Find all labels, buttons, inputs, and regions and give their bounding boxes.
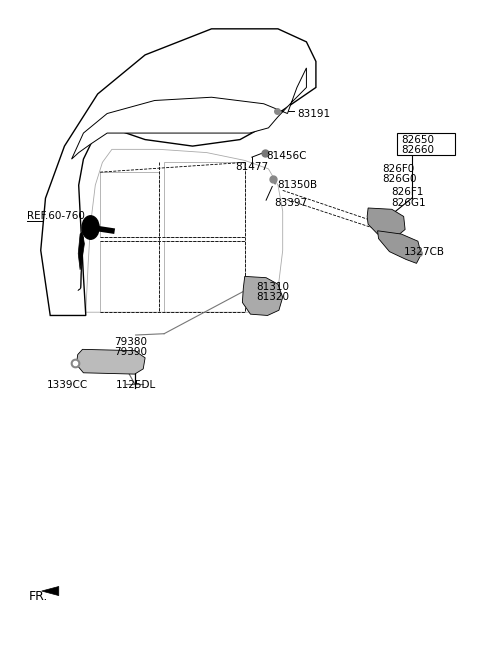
Text: 79390: 79390 [114,347,147,357]
Text: 826G1: 826G1 [391,198,425,208]
Circle shape [82,215,99,239]
Text: 82650: 82650 [401,135,434,145]
Text: 1339CC: 1339CC [47,380,88,390]
Text: 83397: 83397 [274,198,307,208]
Polygon shape [378,231,421,263]
Polygon shape [42,587,59,596]
Text: FR.: FR. [29,591,48,603]
Text: 81477: 81477 [235,162,268,172]
Polygon shape [41,29,316,315]
Polygon shape [242,277,283,315]
Text: 79380: 79380 [114,336,147,346]
Polygon shape [76,350,145,374]
Text: 83191: 83191 [297,108,330,118]
FancyBboxPatch shape [396,133,456,155]
Polygon shape [78,232,84,270]
Text: REF.60-760: REF.60-760 [27,212,85,221]
Polygon shape [78,236,84,290]
Text: 81350B: 81350B [277,180,317,190]
Text: 81320: 81320 [257,292,289,302]
Polygon shape [367,208,405,237]
Text: 1327CB: 1327CB [404,246,444,257]
Polygon shape [72,68,306,159]
Text: 81310: 81310 [257,283,289,292]
Text: 1125DL: 1125DL [116,380,156,390]
Text: 826G0: 826G0 [383,174,417,185]
Text: 81456C: 81456C [266,151,307,161]
Text: 826F0: 826F0 [383,164,415,174]
Text: 82660: 82660 [401,145,434,155]
Text: 826F1: 826F1 [391,187,423,197]
